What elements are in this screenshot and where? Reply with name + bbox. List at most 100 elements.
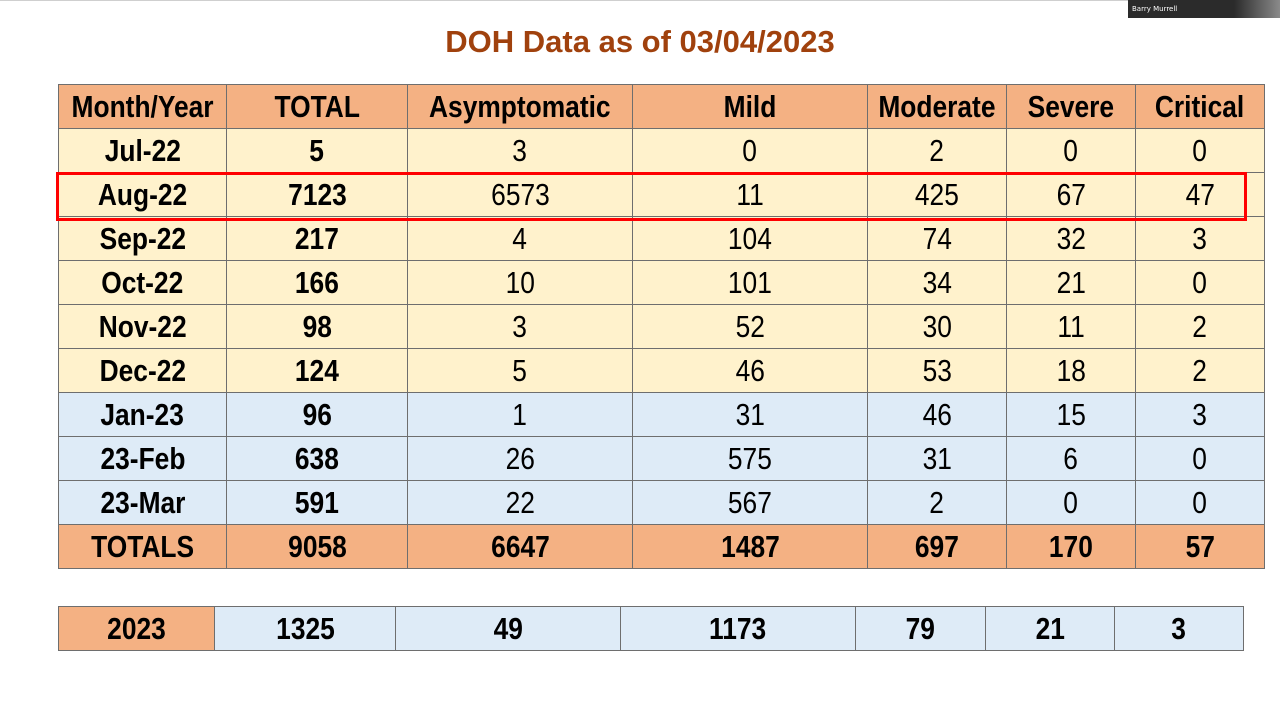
cell-asymptomatic: 3 [407, 128, 634, 173]
table-row: Sep-22 217 4 104 74 32 3 [57, 216, 1265, 261]
col-header-moderate: Moderate [867, 84, 1007, 129]
top-divider [0, 0, 1280, 1]
participant-name: Barry Murrell [1132, 5, 1178, 13]
cell-asymptomatic: 10 [407, 260, 634, 305]
cell-month: 23-Feb [57, 436, 228, 481]
summary-moderate: 79 [855, 606, 986, 651]
cell-critical: 0 [1134, 128, 1265, 173]
cell-mild: 567 [632, 480, 869, 525]
table-row: Jan-23 96 1 31 46 15 3 [57, 392, 1265, 437]
cell-month: Aug-22 [57, 172, 228, 217]
cell-mild: 575 [632, 436, 869, 481]
cell-month: Oct-22 [57, 260, 228, 305]
totals-moderate: 697 [867, 524, 1007, 569]
cell-severe: 21 [1005, 260, 1136, 305]
cell-moderate: 2 [867, 480, 1007, 525]
table-row: Nov-22 98 3 52 30 11 2 [57, 304, 1265, 349]
cell-total: 217 [226, 216, 409, 261]
cell-severe: 0 [1005, 128, 1136, 173]
cell-asymptomatic: 6573 [407, 172, 634, 217]
cell-total: 5 [226, 128, 409, 173]
cell-severe: 6 [1005, 436, 1136, 481]
cell-total: 124 [226, 348, 409, 393]
table-row: Jul-22 5 3 0 2 0 0 [57, 128, 1265, 173]
col-header-severe: Severe [1005, 84, 1136, 129]
cell-total: 591 [226, 480, 409, 525]
summary-label: 2023 [58, 606, 215, 651]
totals-asymptomatic: 6647 [407, 524, 634, 569]
cell-mild: 0 [632, 128, 869, 173]
cell-total: 166 [226, 260, 409, 305]
cell-mild: 52 [632, 304, 869, 349]
totals-total: 9058 [226, 524, 409, 569]
cell-critical: 47 [1134, 172, 1265, 217]
cell-asymptomatic: 1 [407, 392, 634, 437]
cell-critical: 3 [1134, 392, 1265, 437]
cell-critical: 3 [1134, 216, 1265, 261]
cell-asymptomatic: 22 [407, 480, 634, 525]
cell-mild: 11 [632, 172, 869, 217]
cell-moderate: 74 [867, 216, 1007, 261]
cell-total: 638 [226, 436, 409, 481]
header-row: Month/Year TOTAL Asymptomatic Mild Moder… [57, 84, 1265, 129]
cell-moderate: 53 [867, 348, 1007, 393]
cell-mild: 104 [632, 216, 869, 261]
cell-severe: 11 [1005, 304, 1136, 349]
cell-critical: 0 [1134, 436, 1265, 481]
cell-month: 23-Mar [57, 480, 228, 525]
cell-asymptomatic: 4 [407, 216, 634, 261]
table-row: 23-Mar 591 22 567 2 0 0 [57, 480, 1265, 525]
cell-moderate: 46 [867, 392, 1007, 437]
cell-moderate: 425 [867, 172, 1007, 217]
col-header-critical: Critical [1134, 84, 1265, 129]
col-header-mild: Mild [632, 84, 869, 129]
cell-total: 96 [226, 392, 409, 437]
summary-row: 2023 1325 49 1173 79 21 3 [58, 606, 1244, 651]
cell-severe: 32 [1005, 216, 1136, 261]
doh-data-table: Month/Year TOTAL Asymptomatic Mild Moder… [57, 84, 1265, 569]
cell-mild: 46 [632, 348, 869, 393]
table-row: Dec-22 124 5 46 53 18 2 [57, 348, 1265, 393]
col-header-month: Month/Year [57, 84, 228, 129]
summary-mild: 1173 [620, 606, 856, 651]
summary-2023-table: 2023 1325 49 1173 79 21 3 [58, 606, 1244, 651]
col-header-asymptomatic: Asymptomatic [407, 84, 634, 129]
totals-critical: 57 [1134, 524, 1265, 569]
cell-severe: 18 [1005, 348, 1136, 393]
totals-row: TOTALS 9058 6647 1487 697 170 57 [57, 524, 1265, 569]
table-row: 23-Feb 638 26 575 31 6 0 [57, 436, 1265, 481]
summary-total: 1325 [214, 606, 396, 651]
cell-mild: 31 [632, 392, 869, 437]
cell-severe: 15 [1005, 392, 1136, 437]
cell-asymptomatic: 5 [407, 348, 634, 393]
table-row: Oct-22 166 10 101 34 21 0 [57, 260, 1265, 305]
summary-asymptomatic: 49 [395, 606, 621, 651]
page-title: DOH Data as of 03/04/2023 [445, 24, 835, 59]
cell-moderate: 34 [867, 260, 1007, 305]
cell-mild: 101 [632, 260, 869, 305]
cell-month: Jul-22 [57, 128, 228, 173]
cell-critical: 0 [1134, 480, 1265, 525]
cell-severe: 67 [1005, 172, 1136, 217]
cell-severe: 0 [1005, 480, 1136, 525]
cell-moderate: 2 [867, 128, 1007, 173]
col-header-total: TOTAL [226, 84, 409, 129]
cell-asymptomatic: 3 [407, 304, 634, 349]
cell-critical: 2 [1134, 348, 1265, 393]
totals-severe: 170 [1005, 524, 1136, 569]
cell-month: Sep-22 [57, 216, 228, 261]
totals-mild: 1487 [632, 524, 869, 569]
summary-critical: 3 [1114, 606, 1244, 651]
cell-moderate: 31 [867, 436, 1007, 481]
summary-severe: 21 [985, 606, 1115, 651]
cell-critical: 0 [1134, 260, 1265, 305]
cell-asymptomatic: 26 [407, 436, 634, 481]
cell-total: 7123 [226, 172, 409, 217]
cell-total: 98 [226, 304, 409, 349]
totals-label: TOTALS [57, 524, 228, 569]
cell-month: Dec-22 [57, 348, 228, 393]
cell-moderate: 30 [867, 304, 1007, 349]
cell-month: Nov-22 [57, 304, 228, 349]
participant-video-thumbnail[interactable]: Barry Murrell [1128, 0, 1280, 18]
cell-critical: 2 [1134, 304, 1265, 349]
